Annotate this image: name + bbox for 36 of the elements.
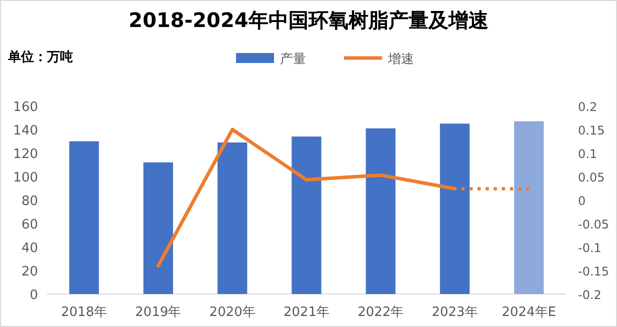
bar [292, 136, 322, 294]
x-tick-label: 2024年E [502, 305, 556, 320]
chart-title: 2018-2024年中国环氧树脂产量及增速 [128, 8, 488, 32]
y-axis-title: 单位：万吨 [7, 49, 73, 65]
bar [440, 124, 470, 294]
y-tick-label: 80 [21, 194, 38, 209]
y2-tick-label: -0.2 [578, 288, 602, 302]
x-tick-label: 2018年 [61, 305, 108, 320]
y-tick-label: 20 [21, 264, 38, 280]
y2-tick-label: -0.05 [578, 218, 610, 232]
y-tick-label: 120 [13, 147, 38, 162]
bar [143, 162, 174, 294]
y2-tick-label: -0.1 [578, 241, 602, 255]
y-tick-label: 40 [21, 241, 38, 256]
y-tick-label: 60 [21, 218, 38, 232]
x-tick-label: 2019年 [135, 305, 182, 320]
bar [366, 128, 396, 294]
bar [514, 121, 544, 294]
x-tick-label: 2020年 [209, 305, 256, 320]
x-tick-label: 2021年 [283, 305, 330, 320]
y2-tick-label: 0.1 [578, 147, 598, 161]
y-tick-label: 140 [13, 124, 38, 138]
bar [69, 141, 99, 294]
legend-label: 增速 [387, 52, 414, 67]
y-tick-label: 160 [13, 100, 38, 115]
y-tick-label: 0 [30, 288, 38, 303]
x-tick-label: 2023年 [432, 305, 478, 320]
y2-tick-label: 0.2 [578, 100, 598, 114]
y2-tick-label: 0 [578, 194, 586, 208]
y2-tick-label: 0.05 [578, 170, 605, 184]
y2-tick-label: -0.15 [578, 264, 610, 278]
y-tick-label: 100 [13, 170, 38, 186]
legend-label: 产量 [280, 52, 306, 67]
bar [218, 142, 248, 294]
x-tick-label: 2022年 [358, 305, 404, 320]
y2-tick-label: 0.15 [578, 124, 605, 138]
